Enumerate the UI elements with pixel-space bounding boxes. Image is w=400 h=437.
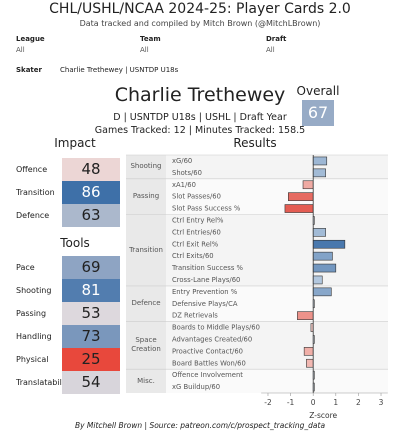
group-label-bg bbox=[126, 214, 166, 286]
section-title: Results bbox=[233, 136, 277, 150]
rating-value: 54 bbox=[62, 371, 120, 394]
title: CHL/USHL/NCAA 2024-25: Player Cards 2.0 bbox=[49, 1, 351, 17]
group-band bbox=[126, 321, 388, 370]
bar bbox=[312, 156, 328, 166]
x-axis-label: Z-score bbox=[309, 411, 337, 420]
rating-label: Handling bbox=[16, 332, 52, 341]
rating-value: 69 bbox=[62, 256, 120, 279]
skater-label: Skater bbox=[16, 66, 42, 74]
x-tick-label: 3 bbox=[379, 398, 384, 407]
category-label: xG Buildup/60 bbox=[172, 383, 220, 391]
rating-value: 53 bbox=[62, 302, 120, 325]
bar bbox=[312, 251, 333, 261]
category-label: Transition Success % bbox=[171, 264, 244, 272]
group-label-bg bbox=[126, 321, 166, 370]
category-label: Offence Involvement bbox=[172, 371, 243, 379]
x-tick-label: -2 bbox=[264, 398, 272, 407]
bar bbox=[312, 168, 326, 178]
bar bbox=[312, 275, 323, 285]
rating-value: 48 bbox=[62, 158, 120, 181]
filter-label: Team bbox=[140, 35, 161, 43]
section-title: Tools bbox=[60, 236, 90, 250]
category-label: xA1/60 bbox=[172, 181, 196, 189]
group-label: Misc. bbox=[137, 376, 155, 385]
category-label: Ctrl Entries/60 bbox=[172, 228, 221, 236]
group-label-bg bbox=[126, 369, 166, 393]
group-band bbox=[126, 214, 388, 286]
bar bbox=[306, 358, 314, 368]
x-tick-label: -1 bbox=[287, 398, 295, 407]
x-tick-label: 1 bbox=[333, 398, 338, 407]
category-label: Cross-Lane Plays/60 bbox=[172, 276, 240, 284]
x-tick-label: 2 bbox=[356, 398, 361, 407]
rating-value: 73 bbox=[62, 325, 120, 348]
category-label: Ctrl Entry Rel% bbox=[172, 216, 224, 224]
category-label: Board Battles Won/60 bbox=[172, 359, 246, 367]
category-label: Entry Prevention % bbox=[172, 288, 238, 296]
rating-label: Transition bbox=[16, 188, 55, 197]
category-label: DZ Retrievals bbox=[172, 312, 218, 320]
rating-label: Passing bbox=[16, 309, 47, 318]
filter-value: All bbox=[266, 46, 275, 54]
group-band bbox=[126, 369, 388, 393]
group-label: Space Creation bbox=[131, 336, 161, 354]
filter-label: Draft bbox=[266, 35, 287, 43]
category-label: Boards to Middle Plays/60 bbox=[172, 324, 260, 332]
rating-label: Pace bbox=[16, 263, 35, 272]
subtitle: Data tracked and compiled by Mitch Brown… bbox=[79, 19, 321, 28]
filter-value: All bbox=[16, 46, 25, 54]
category-label: Shots/60 bbox=[172, 169, 202, 177]
group-label: Defence bbox=[131, 299, 161, 308]
player-info: D | USNTDP U18s | USHL | Draft Year bbox=[113, 112, 287, 123]
player-name: Charlie Trethewey bbox=[114, 84, 286, 106]
group-label-bg bbox=[126, 285, 166, 322]
group-band bbox=[126, 285, 388, 322]
category-label: Slot Passes/60 bbox=[172, 193, 221, 201]
rating-label: Defence bbox=[16, 211, 50, 220]
category-label: Proactive Contact/60 bbox=[172, 347, 243, 355]
x-tick-label: 0 bbox=[311, 398, 316, 407]
bar bbox=[297, 311, 314, 320]
category-label: xG/60 bbox=[172, 157, 192, 165]
skater-value: Charlie Trethewey | USNTDP U18s bbox=[60, 66, 179, 74]
group-label-bg bbox=[126, 178, 166, 215]
overall-value: 67 bbox=[302, 100, 334, 126]
category-label: Ctrl Exit Rel% bbox=[172, 240, 219, 248]
bar bbox=[288, 192, 314, 201]
footer: By Mitchell Brown | Source: patreon.com/… bbox=[74, 421, 326, 430]
rating-label: Physical bbox=[16, 355, 49, 364]
group-label-bg bbox=[126, 155, 166, 179]
rating-value: 25 bbox=[62, 348, 120, 371]
group-label: Shooting bbox=[130, 162, 162, 171]
filter-label: League bbox=[16, 35, 45, 43]
rating-label: Offence bbox=[16, 165, 48, 174]
rating-value: 81 bbox=[62, 279, 120, 302]
bar bbox=[303, 347, 314, 356]
rating-label: Shooting bbox=[16, 286, 52, 295]
filter-value: All bbox=[140, 46, 149, 54]
rating-label: Translatability bbox=[16, 378, 72, 387]
bar bbox=[312, 263, 337, 273]
category-label: Defensive Plays/CA bbox=[172, 300, 238, 308]
category-label: Advantages Created/60 bbox=[172, 335, 252, 343]
bar bbox=[312, 287, 332, 297]
overall-label: Overall bbox=[296, 84, 340, 98]
group-label: Transition bbox=[129, 245, 163, 254]
bar bbox=[312, 239, 346, 249]
category-label: Slot Pass Success % bbox=[172, 205, 241, 213]
bar bbox=[312, 228, 326, 237]
bar bbox=[284, 204, 314, 213]
group-label: Passing bbox=[132, 192, 160, 201]
bar bbox=[302, 180, 314, 190]
rating-value: 63 bbox=[62, 204, 120, 227]
group-band bbox=[126, 178, 388, 215]
category-label: Ctrl Exits/60 bbox=[172, 252, 214, 260]
player-info: Games Tracked: 12 | Minutes Tracked: 158… bbox=[94, 125, 306, 136]
section-title: Impact bbox=[54, 136, 96, 150]
rating-value: 86 bbox=[62, 181, 120, 204]
